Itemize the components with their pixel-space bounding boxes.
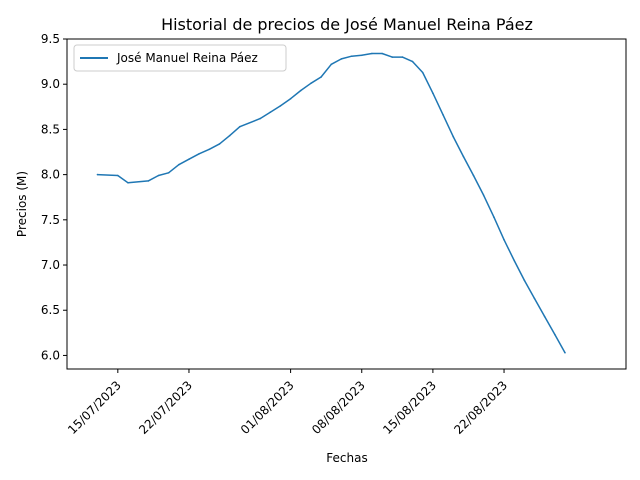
data-point bbox=[533, 297, 536, 300]
data-point bbox=[411, 60, 414, 63]
data-point bbox=[442, 114, 444, 116]
y-tick-label: 7.0 bbox=[41, 258, 60, 272]
plot-area bbox=[96, 52, 566, 354]
data-point bbox=[157, 174, 160, 177]
data-point bbox=[188, 158, 190, 160]
data-point bbox=[472, 174, 475, 177]
y-tick-label: 7.5 bbox=[41, 213, 60, 227]
y-axis-label: Precios (M) bbox=[15, 171, 29, 237]
y-tick-label: 9.5 bbox=[41, 32, 60, 46]
data-point bbox=[117, 174, 119, 177]
data-point bbox=[564, 351, 566, 354]
data-point bbox=[167, 172, 170, 174]
data-point bbox=[127, 182, 129, 184]
chart-title: Historial de precios de José Manuel Rein… bbox=[161, 15, 533, 34]
x-axis-label: Fechas bbox=[326, 451, 367, 465]
legend-box bbox=[73, 44, 287, 72]
data-point bbox=[330, 63, 333, 66]
y-tick-label: 6.5 bbox=[41, 303, 60, 317]
y-tick-label: 8.0 bbox=[41, 168, 60, 182]
data-point bbox=[198, 153, 200, 155]
data-point bbox=[259, 117, 261, 120]
data-point bbox=[360, 54, 363, 57]
legend-label: José Manuel Reina Páez bbox=[116, 51, 258, 65]
data-point bbox=[493, 216, 495, 218]
data-point bbox=[289, 97, 292, 100]
data-point bbox=[391, 56, 394, 58]
data-point bbox=[401, 56, 404, 58]
data-point bbox=[239, 125, 241, 128]
axes-frame bbox=[66, 38, 627, 370]
data-point bbox=[482, 194, 485, 197]
data-point bbox=[208, 148, 211, 151]
data-point bbox=[300, 89, 302, 92]
data-point bbox=[452, 135, 455, 138]
data-point bbox=[421, 71, 424, 74]
data-point bbox=[543, 315, 546, 318]
data-point bbox=[462, 155, 465, 158]
data-point bbox=[320, 76, 322, 78]
data-point bbox=[147, 180, 150, 182]
data-point bbox=[218, 143, 221, 145]
data-point bbox=[350, 55, 353, 57]
series-line bbox=[97, 52, 566, 354]
data-point bbox=[432, 92, 434, 94]
y-tick-label: 9.0 bbox=[41, 77, 60, 91]
data-point bbox=[178, 163, 180, 166]
y-tick-label: 8.5 bbox=[41, 122, 60, 136]
data-point bbox=[523, 279, 526, 282]
data-point bbox=[513, 259, 515, 262]
data-point bbox=[310, 82, 312, 85]
data-point bbox=[96, 173, 99, 176]
data-point bbox=[371, 52, 373, 55]
legend: José Manuel Reina Páez bbox=[73, 44, 287, 72]
data-point bbox=[340, 58, 343, 60]
data-point bbox=[228, 134, 231, 137]
data-point bbox=[503, 238, 505, 241]
y-axis: 6.0 6.5 7.0 7.5 8.0 8.5 9.0 9.5 bbox=[41, 32, 67, 362]
data-point bbox=[554, 333, 556, 336]
y-tick-label: 6.0 bbox=[41, 348, 60, 362]
data-point bbox=[279, 105, 282, 107]
data-point bbox=[269, 111, 272, 113]
data-point bbox=[381, 52, 383, 55]
